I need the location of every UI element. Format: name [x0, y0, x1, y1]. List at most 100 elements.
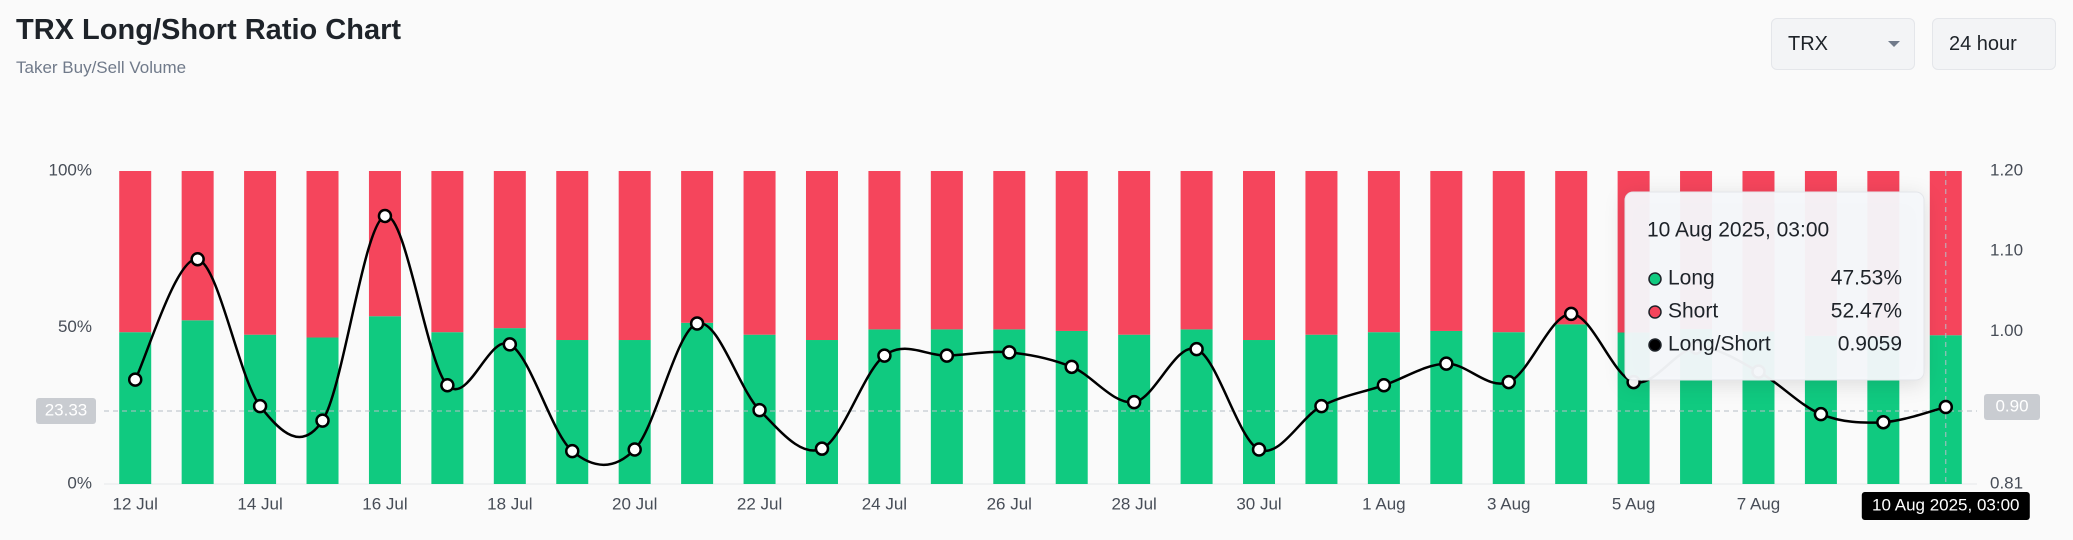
bar-short — [1243, 171, 1276, 341]
x-tick-label: 24 Jul — [862, 494, 907, 513]
tooltip-value: 47.53% — [1831, 267, 1902, 290]
x-tick-label: 22 Jul — [737, 494, 782, 513]
x-tick-label: 16 Jul — [362, 494, 407, 513]
bar-long — [1555, 324, 1588, 484]
ratio-point — [1813, 406, 1829, 422]
bar-short — [306, 171, 339, 338]
ratio-point — [1002, 345, 1017, 360]
bar-short — [1118, 171, 1151, 335]
bar-long — [805, 340, 838, 484]
bar-long — [1492, 332, 1525, 484]
bar-long — [556, 340, 589, 484]
bar-short — [368, 171, 401, 317]
ratio-point — [939, 348, 955, 363]
bar-long — [1055, 330, 1088, 484]
tooltip-value: 0.9059 — [1838, 333, 1902, 356]
y2-tick-label: 0.81 — [1990, 473, 2023, 492]
tooltip-title: 10 Aug 2025, 03:00 — [1647, 219, 1829, 242]
tooltip-swatch — [1648, 305, 1662, 319]
crosshair-y2-label: 0.90 — [1995, 397, 2028, 416]
ratio-point — [1439, 356, 1454, 371]
ratio-point — [877, 348, 892, 363]
bar-short — [181, 171, 214, 321]
crosshair-x-box — [1861, 492, 2030, 520]
bar-short — [868, 171, 901, 330]
bar-short — [743, 171, 776, 335]
x-tick-label: 30 Jul — [1236, 494, 1281, 513]
tooltip-swatch — [1648, 338, 1662, 352]
bar-short — [930, 171, 963, 330]
tooltip-name: Short — [1668, 300, 1718, 323]
ratio-point — [377, 208, 393, 224]
ratio-point — [1938, 399, 1954, 415]
bar-long — [368, 316, 401, 484]
bar-long — [431, 332, 464, 484]
ratio-point — [252, 398, 268, 414]
symbol-text: TRX — [1788, 33, 1828, 55]
bar-long — [1430, 330, 1463, 484]
x-tick-label: 26 Jul — [987, 494, 1032, 513]
subtitle: Taker Buy/Sell Volume — [16, 58, 187, 77]
bar-short — [119, 171, 152, 333]
symbol-select[interactable]: TRX — [1771, 18, 1915, 70]
x-tick-label: 5 Aug — [1612, 494, 1656, 513]
ratio-point — [1376, 378, 1392, 393]
tooltip — [1624, 191, 1925, 381]
bar-long — [1243, 340, 1276, 484]
ratio-point — [440, 378, 455, 393]
ratio-point — [1314, 398, 1329, 414]
crosshair-y-box — [36, 397, 96, 424]
tooltip-value: 52.47% — [1831, 300, 1902, 323]
x-tick-label: 20 Jul — [612, 494, 657, 513]
bar-short — [1492, 171, 1525, 333]
y2-tick-label: 1.10 — [1990, 241, 2023, 260]
period-select[interactable]: 24 hour — [1932, 18, 2056, 70]
ratio-point — [1501, 374, 1516, 390]
tooltip-swatch — [1648, 272, 1662, 286]
bar-short — [1555, 171, 1588, 325]
ratio-point — [190, 252, 205, 267]
bar-short — [1367, 171, 1400, 333]
ratio-point — [814, 441, 830, 456]
tooltip-name: Long/Short — [1668, 333, 1771, 356]
ratio-point — [1563, 306, 1579, 322]
x-tick-label: 7 Aug — [1737, 494, 1781, 513]
y-tick-label: 100% — [49, 160, 92, 179]
crosshair-x-label: 10 Aug 2025, 03:00 — [1872, 495, 2019, 514]
bar-short — [681, 171, 714, 323]
bar-long — [119, 332, 152, 484]
ratio-point — [1126, 394, 1142, 410]
bar-short — [431, 171, 464, 333]
ratio-point — [1189, 341, 1204, 357]
ratio-point — [502, 337, 518, 352]
y-tick-label: 0% — [67, 473, 92, 492]
bar-short — [1305, 171, 1338, 335]
ratio-point — [315, 413, 330, 428]
bar-short — [805, 171, 838, 341]
x-tick-label: 14 Jul — [237, 494, 282, 513]
bar-long — [681, 322, 714, 484]
title: TRX Long/Short Ratio Chart — [16, 14, 402, 46]
crosshair-y2-box — [1984, 394, 2040, 421]
bar-short — [1430, 171, 1463, 331]
bar-long — [181, 320, 214, 484]
ratio-point — [1251, 442, 1267, 457]
bar-short — [244, 171, 277, 335]
bar-short — [493, 171, 526, 329]
y2-tick-label: 1.20 — [1990, 160, 2023, 179]
bar-short — [993, 171, 1026, 330]
x-tick-label: 18 Jul — [487, 494, 532, 513]
bar-long — [618, 340, 651, 484]
ratio-point — [689, 316, 705, 331]
bar-short — [556, 171, 589, 341]
ratio-point — [565, 443, 580, 459]
bar-long — [1367, 332, 1400, 484]
crosshair-y-label: 23.33 — [45, 400, 88, 419]
ratio-point — [752, 402, 767, 418]
x-tick-label: 1 Aug — [1362, 494, 1406, 513]
ratio-point — [127, 372, 143, 387]
bar-short — [618, 171, 651, 341]
x-tick-label: 12 Jul — [113, 494, 158, 513]
x-tick-label: 3 Aug — [1487, 494, 1531, 513]
